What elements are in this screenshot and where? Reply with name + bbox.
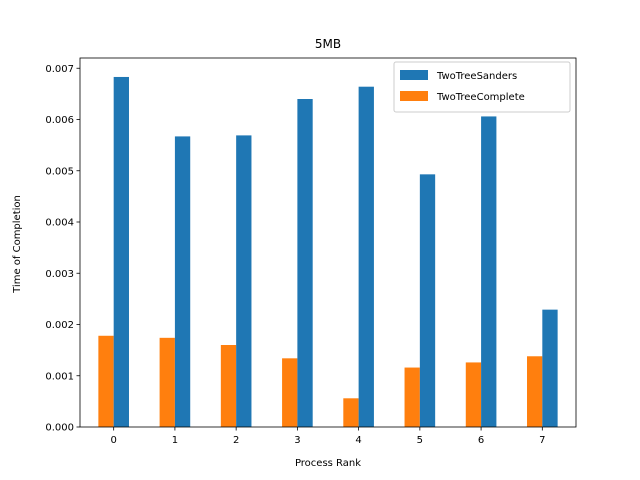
legend: TwoTreeSanders TwoTreeComplete [393,61,571,113]
axes-group: 0 1 2 3 4 5 6 7 0.000 0.001 0.002 0.003 0.004 0.005 0.… [45,57,577,446]
y-tick-label: 0.001 [45,371,74,382]
y-tick-label: 0.004 [45,218,74,229]
legend-swatch-TwoTreeComplete [400,91,428,101]
y-tick-label: 0.002 [45,320,74,331]
y-axis-label: Time of Completion [12,195,23,294]
x-tick-label: 3 [294,435,300,446]
bar-TwoTreeComplete-4 [343,398,359,427]
bar-TwoTreeComplete-7 [527,356,543,427]
legend-swatch-TwoTreeSanders [400,70,428,80]
x-tick-label: 1 [172,435,178,446]
bar-TwoTreeSanders-7 [542,309,558,427]
legend-label-TwoTreeComplete: TwoTreeComplete [436,92,525,103]
chart-title: 5MB [315,37,341,51]
bar-TwoTreeSanders-2 [236,135,252,427]
bar-TwoTreeSanders-0 [113,76,129,428]
bar-TwoTreeSanders-3 [297,99,313,427]
bar-TwoTreeSanders-1 [174,136,191,427]
bar-TwoTreeComplete-5 [404,367,420,427]
bar-TwoTreeComplete-0 [98,335,114,427]
x-tick-label: 2 [233,435,239,446]
y-tick-label: 0.006 [45,115,74,126]
bar-TwoTreeComplete-3 [282,358,298,427]
y-tick-label: 0.007 [45,64,74,75]
legend-label-TwoTreeSanders: TwoTreeSanders [436,71,517,82]
bar-TwoTreeSanders-4 [358,86,374,427]
bar-TwoTreeComplete-1 [159,337,175,427]
bar-TwoTreeSanders-6 [481,116,497,428]
bars-group [98,76,558,428]
x-axis-label: Process Rank [295,458,361,469]
plot-frame [79,57,577,428]
y-tick-label: 0.000 [45,423,74,434]
legend-box [393,61,571,113]
x-tick-label: 4 [355,435,361,446]
x-tick-label: 7 [539,435,545,446]
bar-TwoTreeSanders-5 [419,174,436,427]
x-tick-label: 0 [110,435,116,446]
x-tick-label: 5 [417,435,423,446]
y-tick-label: 0.005 [45,166,74,177]
bar-TwoTreeComplete-2 [220,345,237,427]
y-tick-label: 0.003 [45,269,74,280]
x-tick-label: 6 [478,435,484,446]
bar-TwoTreeComplete-6 [465,362,482,427]
